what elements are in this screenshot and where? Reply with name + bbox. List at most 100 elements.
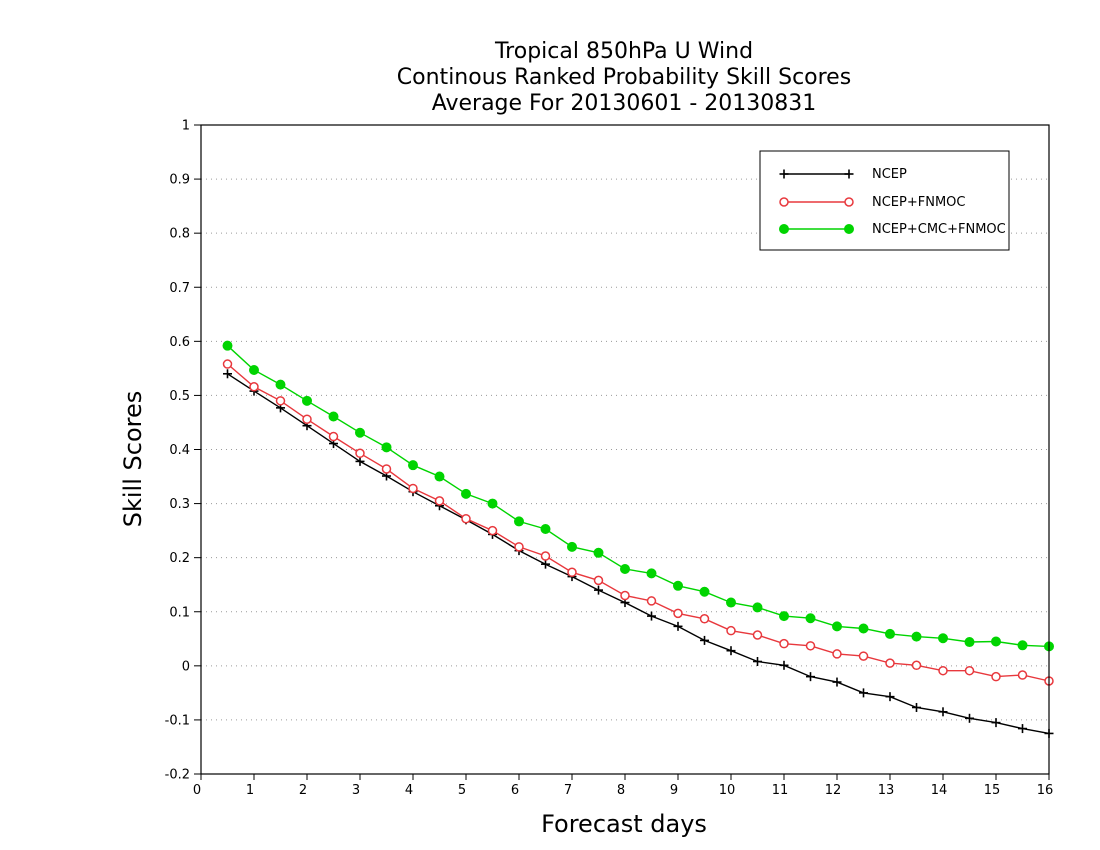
legend-marker-end-ncep: [844, 169, 854, 179]
point-ncep-fnmoc-24: [858, 651, 869, 661]
point-ncep-fnmoc-13: [567, 567, 577, 578]
point-ncep-17: [673, 621, 683, 631]
series-line-ncep-cmc-fnmoc: [227, 345, 1050, 648]
point-ncep-cmc-fnmoc-17: [673, 580, 683, 591]
point-ncep-cmc-fnmoc-13: [567, 541, 577, 552]
point-ncep-fnmoc-30: [1017, 670, 1028, 680]
y-tick-label-2: 0: [182, 659, 190, 674]
point-ncep-cmc-fnmoc-25: [885, 628, 895, 639]
y-tick-label-10: 0.8: [169, 227, 190, 242]
point-ncep-23: [832, 677, 842, 687]
y-tick-label-8: 0.6: [169, 335, 190, 350]
point-ncep-16: [647, 611, 656, 621]
point-ncep-cmc-fnmoc-12: [540, 524, 551, 535]
series-line-ncep-fnmoc: [227, 363, 1050, 682]
point-ncep-28: [965, 713, 974, 723]
series-line-ncep: [227, 373, 1050, 735]
point-ncep-fnmoc-29: [991, 671, 1001, 682]
point-ncep-cmc-fnmoc-14: [593, 547, 604, 558]
point-ncep-fnmoc-27: [938, 665, 948, 676]
point-ncep-fnmoc-12: [540, 551, 551, 561]
x-tick-label-3: 3: [352, 783, 360, 798]
x-tick-label-15: 15: [984, 783, 1001, 798]
point-ncep-25: [885, 692, 895, 702]
point-ncep-fnmoc-23: [832, 649, 842, 659]
point-ncep-cmc-fnmoc-16: [646, 568, 657, 579]
point-ncep-fnmoc-4: [328, 431, 339, 442]
point-ncep-fnmoc-28: [964, 665, 975, 676]
point-ncep-cmc-fnmoc-22: [805, 613, 816, 624]
point-ncep-5: [355, 456, 365, 466]
point-ncep-cmc-fnmoc-20: [752, 602, 763, 613]
point-ncep-fnmoc-25: [885, 658, 895, 668]
legend-label-ncep-fnmoc: NCEP+FNMOC: [872, 195, 965, 210]
point-ncep-cmc-fnmoc-27: [938, 633, 948, 644]
y-tick-label-0: -0.2: [165, 768, 190, 783]
legend-item-ncep-fnmoc: [779, 197, 854, 207]
point-ncep-fnmoc-14: [593, 575, 604, 586]
point-ncep-19: [726, 646, 736, 656]
point-ncep-fnmoc-21: [779, 638, 789, 649]
point-ncep-fnmoc-15: [620, 590, 630, 601]
legend: NCEP NCEP+FNMOC NCEP+CMC+FNMOC: [759, 150, 1010, 251]
chart-title-line-2: Continous Ranked Probability Skill Score…: [397, 65, 851, 90]
chart-title-line-1: Tropical 850hPa U Wind: [494, 39, 753, 64]
point-ncep-21: [779, 660, 789, 670]
point-ncep-18: [700, 635, 709, 645]
x-tick-label-8: 8: [617, 783, 625, 798]
point-ncep-12: [541, 559, 550, 569]
point-ncep-cmc-fnmoc-30: [1017, 640, 1028, 651]
ticks: -0.2-0.100.10.20.30.40.50.60.70.80.910 1 2…: [165, 119, 1054, 799]
y-tick-label-5: 0.3: [169, 497, 190, 512]
x-tick-label-12: 12: [825, 783, 842, 798]
legend-item-ncep-cmc-fnmoc: [779, 224, 854, 234]
point-ncep-27: [938, 707, 948, 717]
x-axis-label: Forecast days: [541, 810, 707, 838]
y-tick-label-1: -0.1: [165, 713, 190, 728]
point-ncep-29: [991, 718, 1001, 728]
x-tick-label-5: 5: [458, 783, 466, 798]
y-tick-label-12: 1: [182, 119, 190, 134]
legend-label-ncep-cmc-fnmoc: NCEP+CMC+FNMOC: [872, 222, 1006, 237]
series-layer: [222, 340, 1054, 738]
point-ncep-cmc-fnmoc-28: [964, 637, 975, 648]
point-ncep-fnmoc-16: [646, 596, 657, 606]
x-tick-label-13: 13: [878, 783, 895, 798]
point-ncep-30: [1018, 724, 1027, 734]
series-ncep-cmc-fnmoc: [222, 340, 1054, 652]
legend-marker-end-ncep-fnmoc: [844, 197, 854, 207]
legend-marker-start-ncep-cmc-fnmoc: [779, 224, 789, 234]
point-ncep-fnmoc-2: [275, 396, 286, 406]
gridlines: [201, 178, 1049, 721]
point-ncep-14: [594, 585, 603, 595]
point-ncep-fnmoc-20: [752, 630, 763, 640]
point-ncep-fnmoc-26: [911, 660, 922, 671]
point-ncep-fnmoc-9: [461, 513, 471, 524]
x-tick-label-2: 2: [299, 783, 307, 798]
legend-marker-start-ncep: [779, 169, 789, 179]
chart-title-line-3: Average For 20130601 - 20130831: [432, 91, 817, 116]
legend-label-ncep: NCEP: [872, 167, 907, 182]
point-ncep-fnmoc-10: [487, 525, 498, 536]
point-ncep-fnmoc-8: [434, 496, 445, 506]
x-tick-label-4: 4: [405, 783, 413, 798]
point-ncep-cmc-fnmoc-15: [620, 564, 630, 575]
point-ncep-26: [912, 702, 921, 712]
point-ncep-fnmoc-18: [699, 614, 710, 624]
y-tick-label-9: 0.7: [169, 281, 190, 296]
point-ncep-cmc-fnmoc-1: [249, 364, 259, 375]
point-ncep-cmc-fnmoc-10: [487, 498, 498, 509]
point-ncep-fnmoc-0: [222, 359, 233, 369]
point-ncep-cmc-fnmoc-3: [302, 395, 312, 406]
x-tick-label-6: 6: [511, 783, 519, 798]
point-ncep-fnmoc-3: [302, 414, 312, 424]
point-ncep-cmc-fnmoc-26: [911, 631, 922, 642]
point-ncep-cmc-fnmoc-18: [699, 586, 710, 597]
point-ncep-cmc-fnmoc-5: [355, 427, 365, 438]
point-ncep-cmc-fnmoc-9: [461, 488, 471, 499]
point-ncep-20: [753, 657, 762, 667]
point-ncep-cmc-fnmoc-19: [726, 597, 736, 608]
x-tick-label-14: 14: [931, 783, 948, 798]
point-ncep-cmc-fnmoc-8: [434, 471, 445, 482]
